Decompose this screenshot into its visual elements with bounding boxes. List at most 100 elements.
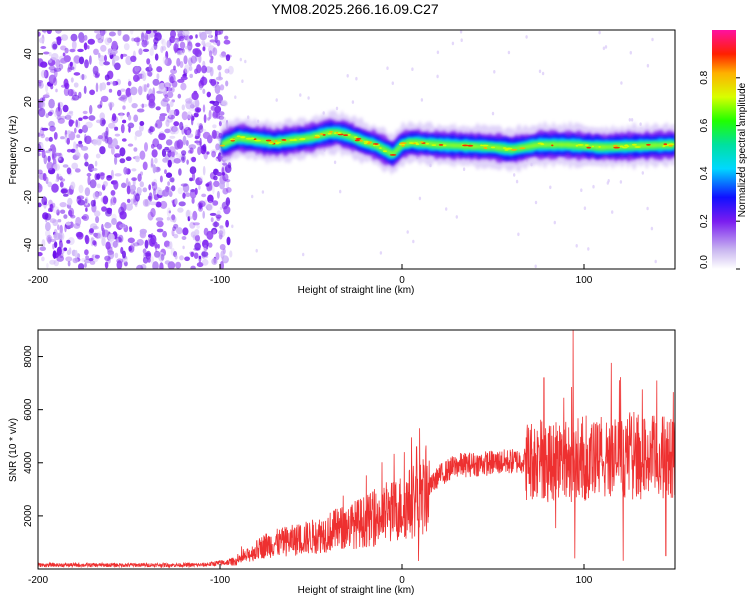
heatmap-noise-cell [223,205,231,215]
heatmap-noise-cell [68,119,75,125]
heatmap-noise-cell [181,104,185,111]
heatmap-speckle-cell [346,74,349,78]
heatmap-noise-cell [222,187,229,195]
heatmap-noise-cell [182,135,187,146]
heatmap-noise-cell [156,66,163,73]
heatmap-noise-cell [78,184,84,194]
heatmap-noise-cell [66,112,74,117]
heatmap-noise-cell [202,143,207,152]
heatmap-noise-cell [206,91,211,98]
heatmap-noise-cell [221,172,226,176]
colorbar-gradient [712,30,736,269]
heatmap-noise-cell [119,158,126,164]
heatmap-noise-cell [113,153,121,158]
heatmap-noise-cell [165,139,173,146]
heatmap-noise-cell [224,68,230,74]
heatmap-noise-cell [94,210,101,217]
heatmap-noise-cell [92,65,99,75]
heatmap-noise-cell [184,256,191,262]
heatmap-noise-cell [171,80,178,88]
heatmap-noise-cell [198,54,202,64]
heatmap-noise-cell [46,262,49,269]
heatmap-noise-cell [110,190,116,196]
heatmap-noise-cell [101,32,104,42]
heatmap-noise-cell [226,180,230,190]
heatmap-noise-cell [150,207,156,218]
heatmap-noise-cell [52,219,59,227]
heatmap-peak-cell [519,147,526,150]
heatmap-noise-cell [66,239,71,244]
heatmap-noise-cell [151,181,156,186]
heatmap-noise-cell [201,259,209,266]
heatmap-noise-cell [169,177,175,183]
heatmap-noise-cell [163,240,171,248]
heatmap-noise-cell [92,225,99,230]
figure-title: YM08.2025.266.16.09.C27 [271,1,439,17]
heatmap-noise-cell [95,216,100,224]
heatmap-noise-cell [153,30,157,34]
heatmap-noise-cell [38,31,41,37]
heatmap-noise-cell [151,181,158,191]
heatmap-speckle-cell [517,232,520,237]
heatmap-noise-cell [148,234,152,238]
spectrogram-ytick-label: 40 [23,48,34,60]
snr-ytick-label: 4000 [23,451,34,474]
heatmap-noise-cell [184,64,190,74]
heatmap-noise-cell [46,161,54,171]
heatmap-noise-cell [108,88,113,93]
heatmap-peak-cell [268,142,274,145]
heatmap-noise-cell [56,157,61,161]
heatmap-noise-cell [196,108,200,113]
heatmap-speckle-cell [515,179,519,184]
heatmap-noise-cell [215,94,223,104]
heatmap-speckle-cell [436,50,440,55]
heatmap-noise-cell [220,250,225,259]
heatmap-noise-cell [60,57,68,64]
heatmap-noise-cell [164,94,168,99]
heatmap-noise-cell [203,114,207,124]
heatmap-noise-cell [75,231,83,238]
heatmap-speckle-cell [261,190,265,194]
heatmap-noise-cell [176,139,184,150]
snr-series-line [38,330,675,569]
heatmap-speckle-cell [646,63,650,68]
heatmap-noise-cell [176,57,181,67]
heatmap-noise-cell [40,133,46,139]
heatmap-noise-cell [70,77,74,83]
heatmap-peak-cell [274,140,278,142]
heatmap-noise-cell [88,115,96,121]
spectrogram-xtick-label: 0 [399,275,405,286]
heatmap-noise-cell [78,56,85,65]
heatmap-noise-cell [173,158,181,164]
heatmap-noise-cell [136,108,145,113]
heatmap-noise-cell [167,181,171,186]
heatmap-noise-cell [70,148,76,153]
heatmap-noise-cell [78,140,83,145]
heatmap-noise-cell [125,203,133,211]
heatmap-speckle-cell [251,194,254,199]
heatmap-noise-cell [190,114,194,121]
heatmap-noise-cell [49,259,56,265]
heatmap-noise-cell [131,103,138,109]
heatmap-speckle-cell [575,244,578,248]
heatmap-noise-cell [74,148,79,155]
heatmap-noise-cell [186,209,191,219]
heatmap-noise-cell [95,82,99,93]
heatmap-noise-cell [115,236,122,243]
heatmap-speckle-cell [553,220,556,225]
heatmap-noise-cell [155,106,161,111]
heatmap-noise-cell [177,207,184,213]
heatmap-noise-cell [225,197,231,207]
heatmap-noise-cell [41,256,45,262]
heatmap-noise-cell [215,214,222,219]
heatmap-noise-cell [101,119,107,125]
heatmap-noise-cell [220,99,228,106]
heatmap-speckle-cell [451,41,455,46]
heatmap-peak-cell [372,143,379,145]
heatmap-peak-cell [265,139,272,142]
heatmap-peak-cell [632,143,637,146]
heatmap-noise-cell [192,222,200,226]
heatmap-noise-cell [172,226,177,231]
heatmap-speckle-cell [445,207,448,211]
heatmap-noise-cell [218,230,224,236]
